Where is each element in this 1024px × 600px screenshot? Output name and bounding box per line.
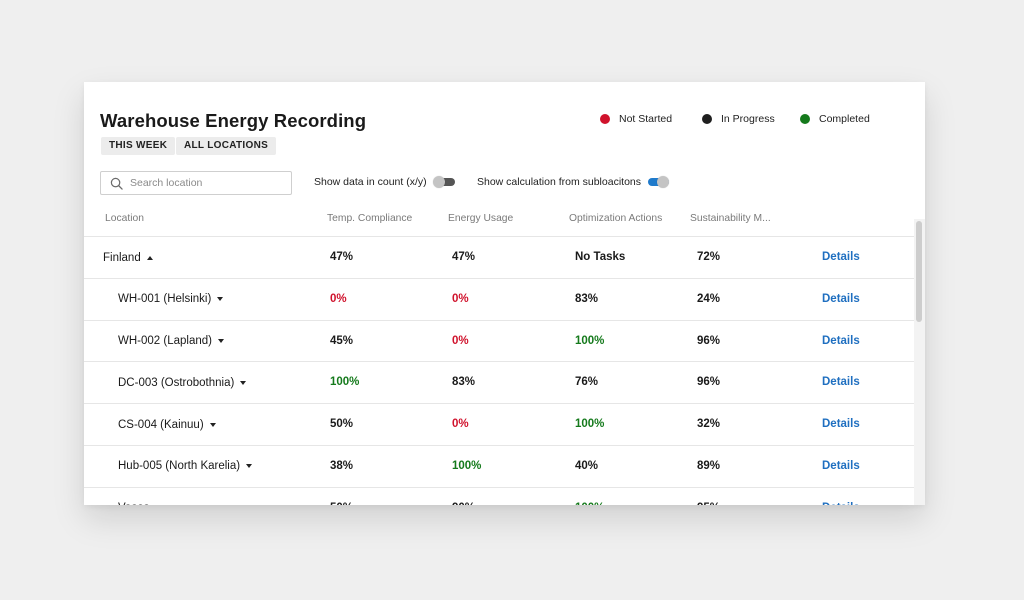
count-toggle[interactable] <box>432 176 455 188</box>
table-body: Finland 47% 47% No Tasks 72% Details WH-001 (H… <box>84 236 914 505</box>
in-progress-dot-icon <box>702 114 712 124</box>
table-row[interactable]: Vaasa 50% 90% 100% 95% Details <box>84 486 914 505</box>
location-cell[interactable]: WH-002 (Lapland) <box>118 321 224 362</box>
location-name: WH-001 (Helsinki) <box>118 293 212 306</box>
sustainability-cell: 24% <box>697 292 721 305</box>
optimization-cell: 76% <box>575 376 599 389</box>
details-link[interactable]: Details <box>822 376 860 389</box>
energy-usage-cell: 90% <box>452 488 475 505</box>
sustainability-cell: 72% <box>697 251 721 263</box>
optimization-cell: 100% <box>575 334 605 347</box>
details-link[interactable]: Details <box>822 292 860 305</box>
sublocation-toggle[interactable] <box>648 176 670 188</box>
sustainability-cell: 89% <box>697 459 721 472</box>
table-row[interactable]: Finland 47% 47% No Tasks 72% Details <box>84 236 914 278</box>
toggle-knob <box>657 176 670 188</box>
caret-down-icon[interactable] <box>217 339 224 344</box>
legend-not-started: Not Started <box>600 113 672 125</box>
count-toggle-group: Show data in count (x/y) <box>314 176 455 188</box>
temp-compliance-cell: 0% <box>330 292 347 305</box>
location-cell[interactable]: WH-001 (Helsinki) <box>118 279 224 320</box>
table-row[interactable]: WH-001 (Helsinki) 0% 0% 83% 24% Details <box>84 277 914 320</box>
caret-down-icon[interactable] <box>240 380 247 385</box>
sublocation-toggle-label: Show calculation from subloacitons <box>477 176 642 188</box>
temp-compliance-cell: 50% <box>330 418 354 431</box>
sustainability-cell: 96% <box>697 334 721 347</box>
caret-down-icon[interactable] <box>246 464 253 469</box>
temp-compliance-cell: 47% <box>330 251 354 263</box>
energy-usage-cell: 0% <box>452 418 469 431</box>
optimization-cell: 100% <box>575 418 605 431</box>
optimization-cell: 83% <box>575 292 599 305</box>
column-header-sustainability[interactable]: Sustainability M... <box>690 213 771 224</box>
column-header-optimization[interactable]: Optimization Actions <box>569 213 663 224</box>
toggle-knob <box>432 176 445 188</box>
table-row[interactable]: CS-004 (Kainuu) 50% 0% 100% 32% Details <box>84 403 914 445</box>
sustainability-cell: 96% <box>697 376 721 389</box>
energy-usage-cell: 0% <box>452 292 469 305</box>
details-link[interactable]: Details <box>822 459 860 472</box>
search-icon <box>110 177 123 190</box>
location-name: DC-003 (Ostrobothnia) <box>118 376 235 389</box>
energy-panel: Warehouse Energy Recording THIS WEEK ALL… <box>84 82 925 505</box>
energy-usage-cell: 100% <box>452 459 482 472</box>
details-link[interactable]: Details <box>822 418 860 431</box>
sublocation-toggle-group: Show calculation from subloacitons <box>477 176 670 188</box>
location-name: Vaasa <box>118 502 150 505</box>
temp-compliance-cell: 38% <box>330 459 354 472</box>
temp-compliance-cell: 45% <box>330 334 354 347</box>
caret-up-icon[interactable] <box>146 255 153 260</box>
count-toggle-label: Show data in count (x/y) <box>314 176 427 188</box>
sustainability-cell: 32% <box>697 418 721 431</box>
scrollbar-thumb[interactable] <box>916 221 922 322</box>
optimization-cell: 40% <box>575 459 599 472</box>
table-row[interactable]: DC-003 (Ostrobothnia) 100% 83% 76% 96% Detail… <box>84 361 914 403</box>
caret-down-icon[interactable] <box>209 422 216 427</box>
filter-chip-location[interactable]: ALL LOCATIONS <box>176 137 277 155</box>
caret-down-icon[interactable] <box>217 297 224 302</box>
details-link[interactable]: Details <box>822 488 860 505</box>
energy-usage-cell: 83% <box>452 376 476 389</box>
legend-in-progress: In Progress <box>702 113 775 125</box>
search-input[interactable] <box>130 177 280 189</box>
table-row[interactable]: WH-002 (Lapland) 45% 0% 100% 96% Details <box>84 319 914 362</box>
location-name: Hub-005 (North Karelia) <box>118 460 241 473</box>
scrollbar-track[interactable] <box>914 219 925 505</box>
optimization-cell: No Tasks <box>575 251 626 263</box>
location-name: Finland <box>103 251 141 264</box>
filter-chip-period[interactable]: THIS WEEK <box>101 137 176 155</box>
location-cell[interactable]: Hub-005 (North Karelia) <box>118 446 253 487</box>
column-header-energy[interactable]: Energy Usage <box>448 213 514 224</box>
sustainability-cell: 95% <box>697 488 720 505</box>
legend-label: In Progress <box>721 113 775 125</box>
location-cell[interactable]: Vaasa <box>118 488 162 505</box>
column-header-temp[interactable]: Temp. Compliance <box>327 213 413 224</box>
page-title: Warehouse Energy Recording <box>100 110 367 131</box>
completed-dot-icon <box>800 114 810 124</box>
location-name: WH-002 (Lapland) <box>118 335 212 348</box>
temp-compliance-cell: 50% <box>330 488 353 505</box>
location-name: CS-004 (Kainuu) <box>118 418 204 431</box>
table-row[interactable]: Hub-005 (North Karelia) 38% 100% 40% 89% Deta… <box>84 444 914 487</box>
column-header-location[interactable]: Location <box>105 213 144 224</box>
optimization-cell: 100% <box>575 488 604 505</box>
legend-label: Completed <box>819 113 870 125</box>
table-header: Location Temp. Compliance Energy Usage O… <box>84 213 914 237</box>
temp-compliance-cell: 100% <box>330 376 360 389</box>
details-link[interactable]: Details <box>822 334 860 347</box>
energy-usage-cell: 47% <box>452 251 476 263</box>
not-started-dot-icon <box>600 114 610 124</box>
energy-usage-cell: 0% <box>452 334 469 347</box>
location-cell[interactable]: Finland <box>103 237 153 278</box>
location-cell[interactable]: DC-003 (Ostrobothnia) <box>118 362 247 403</box>
search-box[interactable] <box>100 171 292 195</box>
legend-label: Not Started <box>619 113 673 125</box>
location-cell[interactable]: CS-004 (Kainuu) <box>118 404 216 445</box>
legend-completed: Completed <box>800 113 870 125</box>
details-link[interactable]: Details <box>822 251 860 263</box>
